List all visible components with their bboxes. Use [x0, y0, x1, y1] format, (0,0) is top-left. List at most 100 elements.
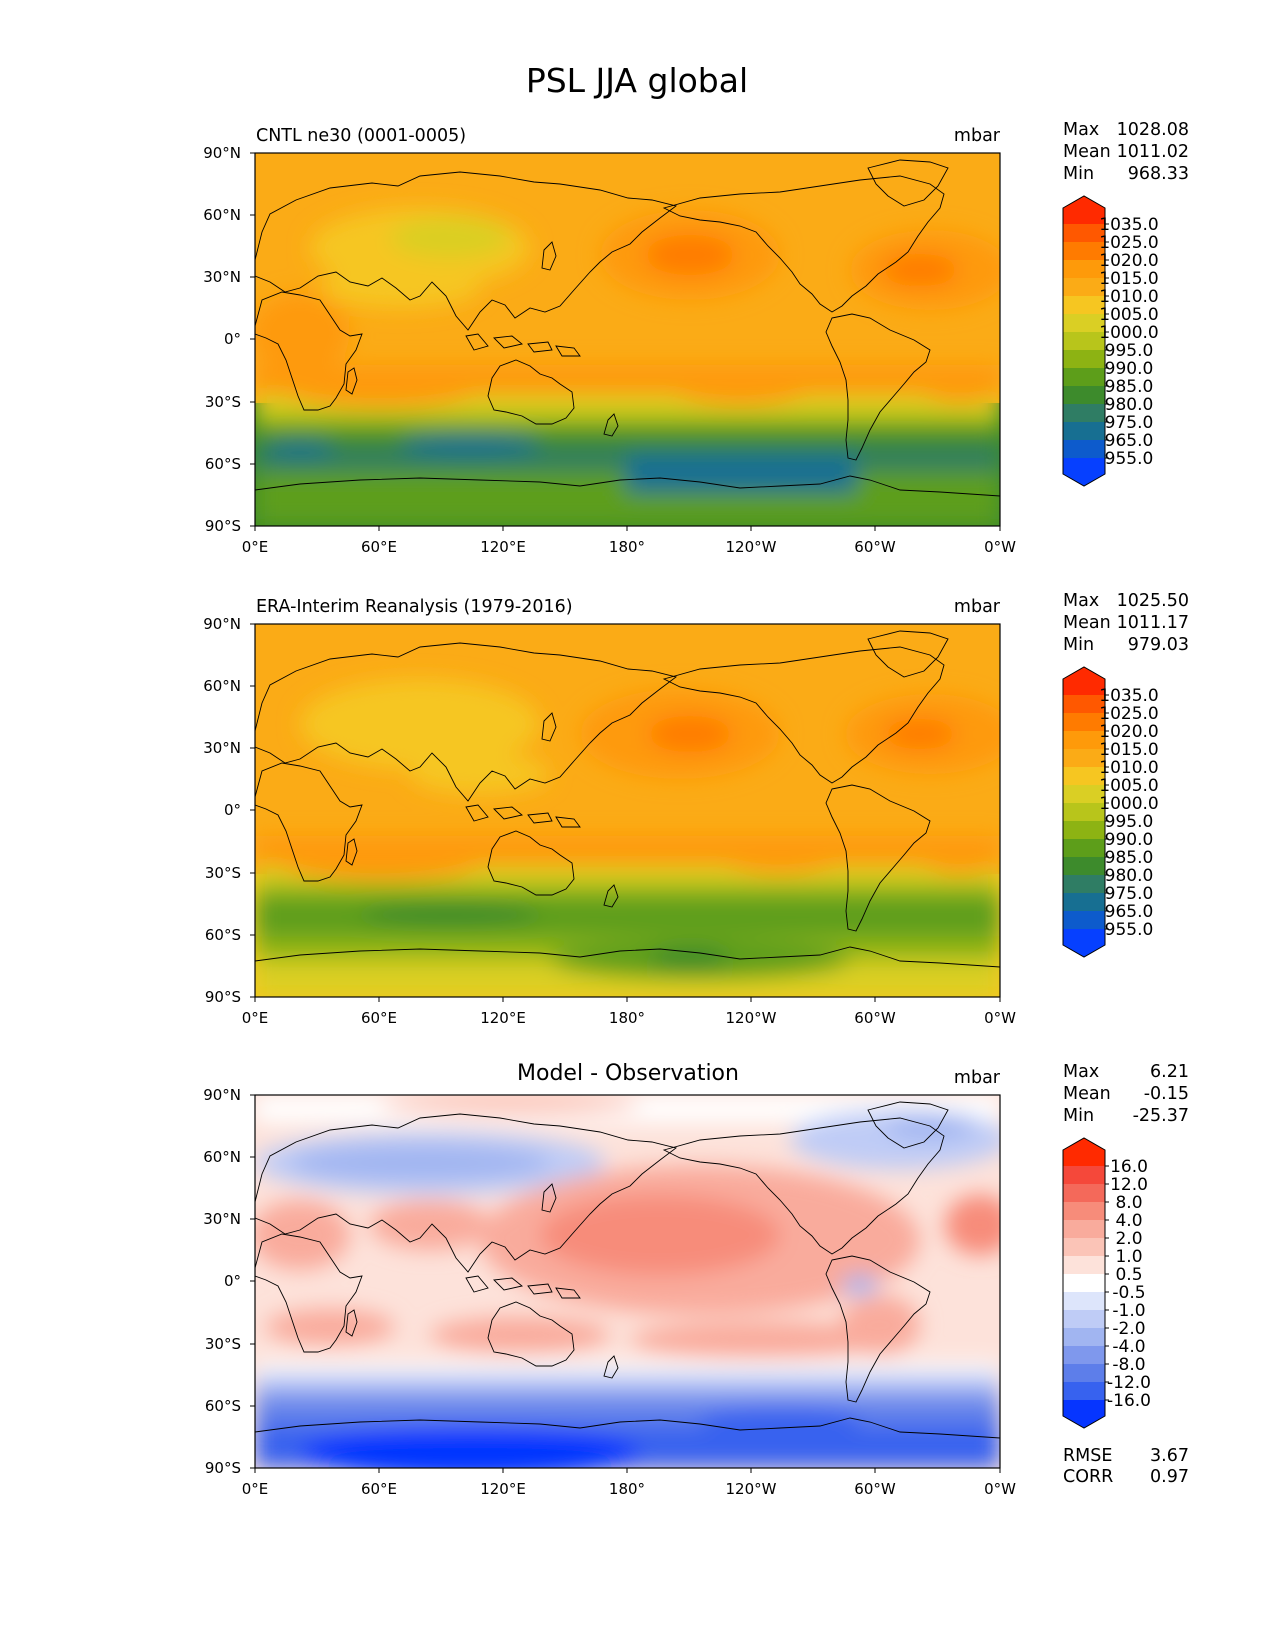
stat-min-value: 968.33: [1128, 164, 1189, 184]
colorbar-segment: [1063, 857, 1105, 876]
colorbar-segment: [1063, 1328, 1105, 1347]
colorbar-segment: [1063, 731, 1105, 750]
colorbar-tick-label: 1000.0: [1099, 323, 1158, 343]
lat-axis: 90°N 60°N 30°N 0° 30°S 60°S 90°S: [203, 1086, 255, 1477]
colorbar-segment: [1063, 713, 1105, 732]
lat-tick-label: 90°S: [205, 988, 241, 1006]
colorbar-tick-label: 1020.0: [1099, 722, 1158, 742]
stat-min-value: -25.37: [1133, 1106, 1189, 1126]
figure-title: PSL JJA global: [526, 61, 748, 100]
colorbar-segment: [1063, 1202, 1105, 1221]
units-label: mbar: [954, 1068, 1001, 1088]
colorbar-segment: [1063, 893, 1105, 912]
colorbar-segment: [1063, 260, 1105, 279]
colorbar: 1035.01025.01020.01015.01010.01005.01000…: [1062, 666, 1159, 958]
colorbar-segment: [1063, 314, 1105, 333]
colorbar-tick-label: 1020.0: [1099, 251, 1158, 271]
stat-mean-label: Mean: [1063, 613, 1111, 633]
colorbar-tick-label: 1005.0: [1099, 776, 1158, 796]
colorbar-tick-label: 955.0: [1105, 449, 1154, 469]
rmse-value: 3.67: [1150, 1446, 1189, 1466]
colorbar-segment: [1063, 440, 1105, 459]
colorbar-extend-max: [1063, 667, 1105, 695]
stat-min-label: Min: [1063, 635, 1094, 655]
colorbar-segment: [1063, 1256, 1105, 1275]
lon-tick-label: 60°E: [361, 538, 397, 556]
panel-observation: ERA-Interim Reanalysis (1979-2016) mbar: [203, 591, 1189, 1027]
colorbar-segment: [1063, 875, 1105, 894]
stats-block: Max 1028.08 Mean 1011.02 Min 968.33: [1063, 120, 1189, 184]
lat-tick-label: 60°N: [203, 677, 241, 695]
panel-title: CNTL ne30 (0001-0005): [256, 126, 466, 146]
lon-tick-label: 0°E: [242, 1009, 269, 1027]
lat-tick-label: 0°: [224, 1272, 241, 1290]
stat-min-value: 979.03: [1128, 635, 1189, 655]
colorbar-tick-label: 1010.0: [1099, 758, 1158, 778]
lon-tick-label: 0°W: [984, 1009, 1016, 1027]
colorbar-tick-label: -2.0: [1112, 1319, 1145, 1339]
colorbar-tick-label: 1035.0: [1099, 215, 1158, 235]
lon-axis: 0°E 60°E 120°E 180° 120°W 60°W 0°W: [242, 1468, 1016, 1498]
lat-tick-label: 90°N: [203, 144, 241, 162]
stat-max-label: Max: [1063, 120, 1099, 140]
colorbar-segment: [1063, 1292, 1105, 1311]
lat-tick-label: 30°S: [205, 393, 241, 411]
colorbar: 16.012.08.04.02.01.00.5-0.5-1.0-2.0-4.0-…: [1062, 1137, 1151, 1429]
lat-tick-label: 60°S: [205, 926, 241, 944]
units-label: mbar: [954, 597, 1001, 617]
lat-tick-label: 30°N: [203, 268, 241, 286]
stat-mean-value: 1011.02: [1117, 142, 1189, 162]
corr-label: CORR: [1063, 1467, 1113, 1487]
lat-tick-label: 90°N: [203, 615, 241, 633]
lon-tick-label: 60°E: [361, 1009, 397, 1027]
colorbar-tick-label: 965.0: [1105, 902, 1154, 922]
stat-max-label: Max: [1063, 1062, 1099, 1082]
colorbar-segment: [1063, 242, 1105, 261]
colorbar-segment: [1063, 1310, 1105, 1329]
stat-max-value: 1025.50: [1117, 591, 1189, 611]
corr-value: 0.97: [1150, 1467, 1189, 1487]
lon-axis: 0°E 60°E 120°E 180° 120°W 60°W 0°W: [242, 526, 1016, 556]
lat-tick-label: 30°S: [205, 864, 241, 882]
colorbar-segment: [1063, 350, 1105, 369]
colorbar-tick-label: 975.0: [1105, 413, 1154, 433]
colorbar-segment: [1063, 1220, 1105, 1239]
colorbar-segment: [1063, 749, 1105, 768]
lon-axis: 0°E 60°E 120°E 180° 120°W 60°W 0°W: [242, 997, 1016, 1027]
lon-tick-label: 120°E: [480, 1009, 526, 1027]
lon-tick-label: 180°: [609, 1480, 645, 1498]
lon-tick-label: 60°W: [854, 1009, 896, 1027]
colorbar-segment: [1063, 803, 1105, 822]
stat-max-value: 6.21: [1150, 1062, 1189, 1082]
panel-model: CNTL ne30 (0001-0005) mbar: [203, 120, 1189, 556]
colorbar-tick-label: 12.0: [1110, 1175, 1148, 1195]
lat-tick-label: 30°S: [205, 1335, 241, 1353]
colorbar-tick-label: 1015.0: [1099, 269, 1158, 289]
colorbar-extend-min: [1063, 1400, 1105, 1428]
panel-difference: Model - Observation mbar: [203, 1061, 1189, 1498]
stat-min-label: Min: [1063, 1106, 1094, 1126]
colorbar-tick-label: -16.0: [1107, 1391, 1151, 1411]
units-label: mbar: [954, 126, 1001, 146]
lat-tick-label: 90°S: [205, 517, 241, 535]
lon-tick-label: 60°W: [854, 1480, 896, 1498]
colorbar-tick-label: 1025.0: [1099, 233, 1158, 253]
lon-tick-label: 120°W: [726, 1480, 777, 1498]
lon-tick-label: 180°: [609, 538, 645, 556]
lat-tick-label: 90°S: [205, 1459, 241, 1477]
colorbar-extend-min: [1063, 458, 1105, 486]
stat-max-value: 1028.08: [1117, 120, 1189, 140]
lat-axis: 90°N 60°N 30°N 0° 30°S 60°S 90°S: [203, 615, 255, 1006]
lat-tick-label: 60°S: [205, 1397, 241, 1415]
map-field: [255, 153, 1000, 526]
colorbar-segment: [1063, 1382, 1105, 1401]
colorbar-segment: [1063, 386, 1105, 405]
colorbar-segment: [1063, 332, 1105, 351]
colorbar-tick-label: 1015.0: [1099, 740, 1158, 760]
colorbar-segment: [1063, 296, 1105, 315]
colorbar-tick-label: 990.0: [1105, 359, 1154, 379]
colorbar-tick-label: 1035.0: [1099, 686, 1158, 706]
colorbar-tick-label: 995.0: [1105, 341, 1154, 361]
colorbar-segment: [1063, 1238, 1105, 1257]
